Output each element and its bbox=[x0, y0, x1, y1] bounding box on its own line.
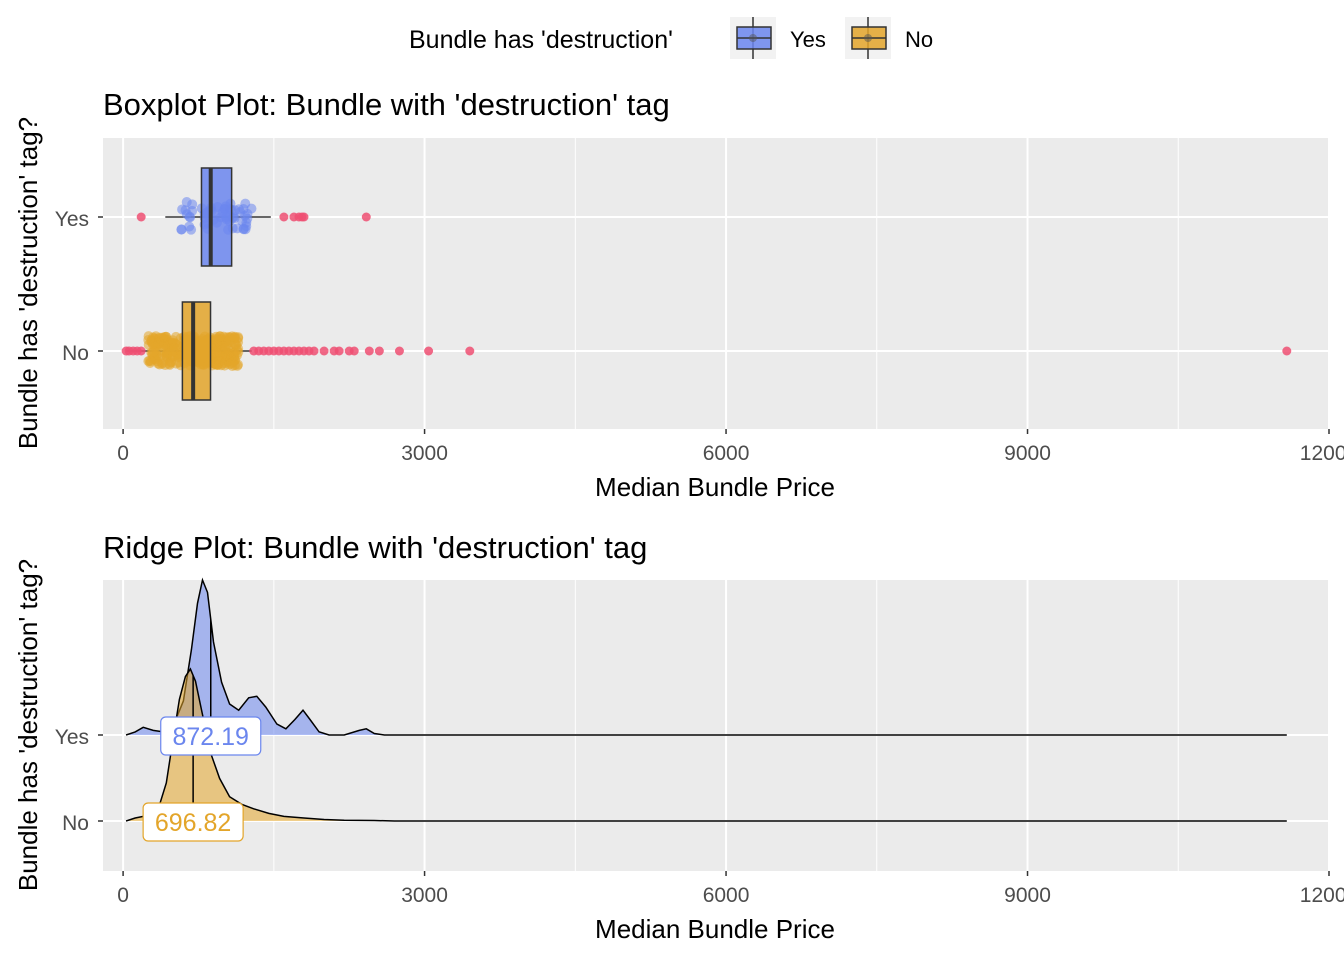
legend-key-no bbox=[845, 17, 891, 59]
boxplot-jitter-point-no bbox=[159, 339, 170, 350]
boxplot-jitter-point-no bbox=[227, 331, 238, 342]
boxplot-outlier-yes bbox=[361, 212, 371, 222]
ridge-plot-background bbox=[103, 580, 1329, 871]
boxplot-jitter-point-no bbox=[143, 339, 154, 350]
boxplot-box-no bbox=[181, 301, 212, 401]
boxplot-outlier-no bbox=[465, 346, 475, 356]
boxplot-outlier-no bbox=[424, 346, 434, 356]
boxplot-outlier-no bbox=[394, 346, 404, 356]
boxplot-box-yes bbox=[200, 167, 233, 267]
boxplot-jitter-point-yes bbox=[246, 203, 257, 214]
ridge-ytick-no: No bbox=[62, 812, 89, 835]
boxplot-jitter-point-yes bbox=[184, 211, 195, 222]
boxplot-title: Boxplot Plot: Bundle with 'destruction' … bbox=[103, 87, 670, 122]
ridge-x-tick-label: 12000 bbox=[1300, 884, 1344, 907]
legend: Bundle has 'destruction' Yes No bbox=[409, 17, 933, 59]
boxplot-jitter-point-yes bbox=[176, 224, 187, 235]
boxplot-jitter-point-no bbox=[226, 358, 237, 369]
boxplot-marks bbox=[121, 167, 1292, 401]
ridge-marks: 872.19 696.82 bbox=[125, 577, 1287, 842]
ridge-panel: Ridge Plot: Bundle with 'destruction' ta… bbox=[13, 530, 1344, 944]
boxplot-jitter-point-yes bbox=[177, 204, 188, 215]
ridge-y-axis-label: Bundle has 'destruction' tag? bbox=[13, 559, 43, 891]
boxplot-x-tick-label: 0 bbox=[117, 442, 129, 465]
boxplot-outlier-no bbox=[1282, 346, 1292, 356]
ridge-x-tick-label: 3000 bbox=[401, 884, 448, 907]
boxplot-x-ticks: 0 3000 6000 9000 12000 bbox=[98, 216, 1344, 465]
legend-label-no: No bbox=[905, 27, 933, 52]
boxplot-panel: Boxplot Plot: Bundle with 'destruction' … bbox=[13, 87, 1344, 502]
boxplot-jitter-point-no bbox=[146, 347, 157, 358]
boxplot-x-axis-label: Median Bundle Price bbox=[595, 472, 835, 502]
boxplot-jitter-point-yes bbox=[238, 204, 249, 215]
boxplot-outlier-no bbox=[364, 346, 374, 356]
boxplot-outlier-no bbox=[309, 346, 319, 356]
boxplot-y-axis-label: Bundle has 'destruction' tag? bbox=[13, 117, 43, 449]
boxplot-outlier-no bbox=[136, 346, 146, 356]
ridge-x-ticks: 0 3000 6000 9000 12000 bbox=[98, 734, 1344, 907]
boxplot-outlier-no bbox=[319, 346, 329, 356]
boxplot-outlier-no bbox=[334, 346, 344, 356]
legend-label-yes: Yes bbox=[790, 27, 826, 52]
boxplot-jitter-point-no bbox=[168, 351, 179, 362]
ridge-x-tick-label: 0 bbox=[117, 884, 129, 907]
boxplot-jitter-point-yes bbox=[186, 224, 197, 235]
boxplot-outlier-no bbox=[374, 346, 384, 356]
boxplot-x-tick-label: 9000 bbox=[1004, 442, 1051, 465]
boxplot-jitter-point-yes bbox=[181, 197, 192, 208]
ridge-median-label-yes: 872.19 bbox=[173, 723, 249, 751]
boxplot-outlier-no bbox=[349, 346, 359, 356]
boxplot-x-tick-label: 12000 bbox=[1300, 442, 1344, 465]
legend-key-yes bbox=[730, 17, 776, 59]
boxplot-plot-background bbox=[103, 138, 1329, 429]
ridge-median-label-no: 696.82 bbox=[155, 809, 231, 837]
ridge-title: Ridge Plot: Bundle with 'destruction' ta… bbox=[103, 530, 647, 565]
boxplot-jitter-point-no bbox=[164, 359, 175, 370]
ridge-x-axis-label: Median Bundle Price bbox=[595, 914, 835, 944]
legend-title: Bundle has 'destruction' bbox=[409, 26, 673, 54]
ridge-ytick-yes: Yes bbox=[55, 726, 89, 749]
boxplot-ytick-no: No bbox=[62, 342, 89, 365]
boxplot-x-tick-label: 3000 bbox=[401, 442, 448, 465]
boxplot-jitter-point-no bbox=[229, 351, 240, 362]
boxplot-x-tick-label: 6000 bbox=[703, 442, 750, 465]
boxplot-jitter-point-yes bbox=[238, 224, 249, 235]
ridge-x-tick-label: 9000 bbox=[1004, 884, 1051, 907]
boxplot-jitter-point-yes bbox=[237, 216, 248, 227]
ridge-median-label-box-yes bbox=[160, 716, 262, 756]
boxplot-outlier-yes bbox=[299, 212, 309, 222]
boxplot-outlier-yes bbox=[136, 212, 146, 222]
boxplot-ytick-yes: Yes bbox=[55, 208, 89, 231]
ridge-x-tick-label: 6000 bbox=[703, 884, 750, 907]
boxplot-jitter-point-no bbox=[211, 347, 222, 358]
boxplot-outlier-yes bbox=[279, 212, 289, 222]
boxplot-jitter-point-no bbox=[210, 333, 221, 344]
ridge-median-label-box-no bbox=[142, 802, 244, 842]
